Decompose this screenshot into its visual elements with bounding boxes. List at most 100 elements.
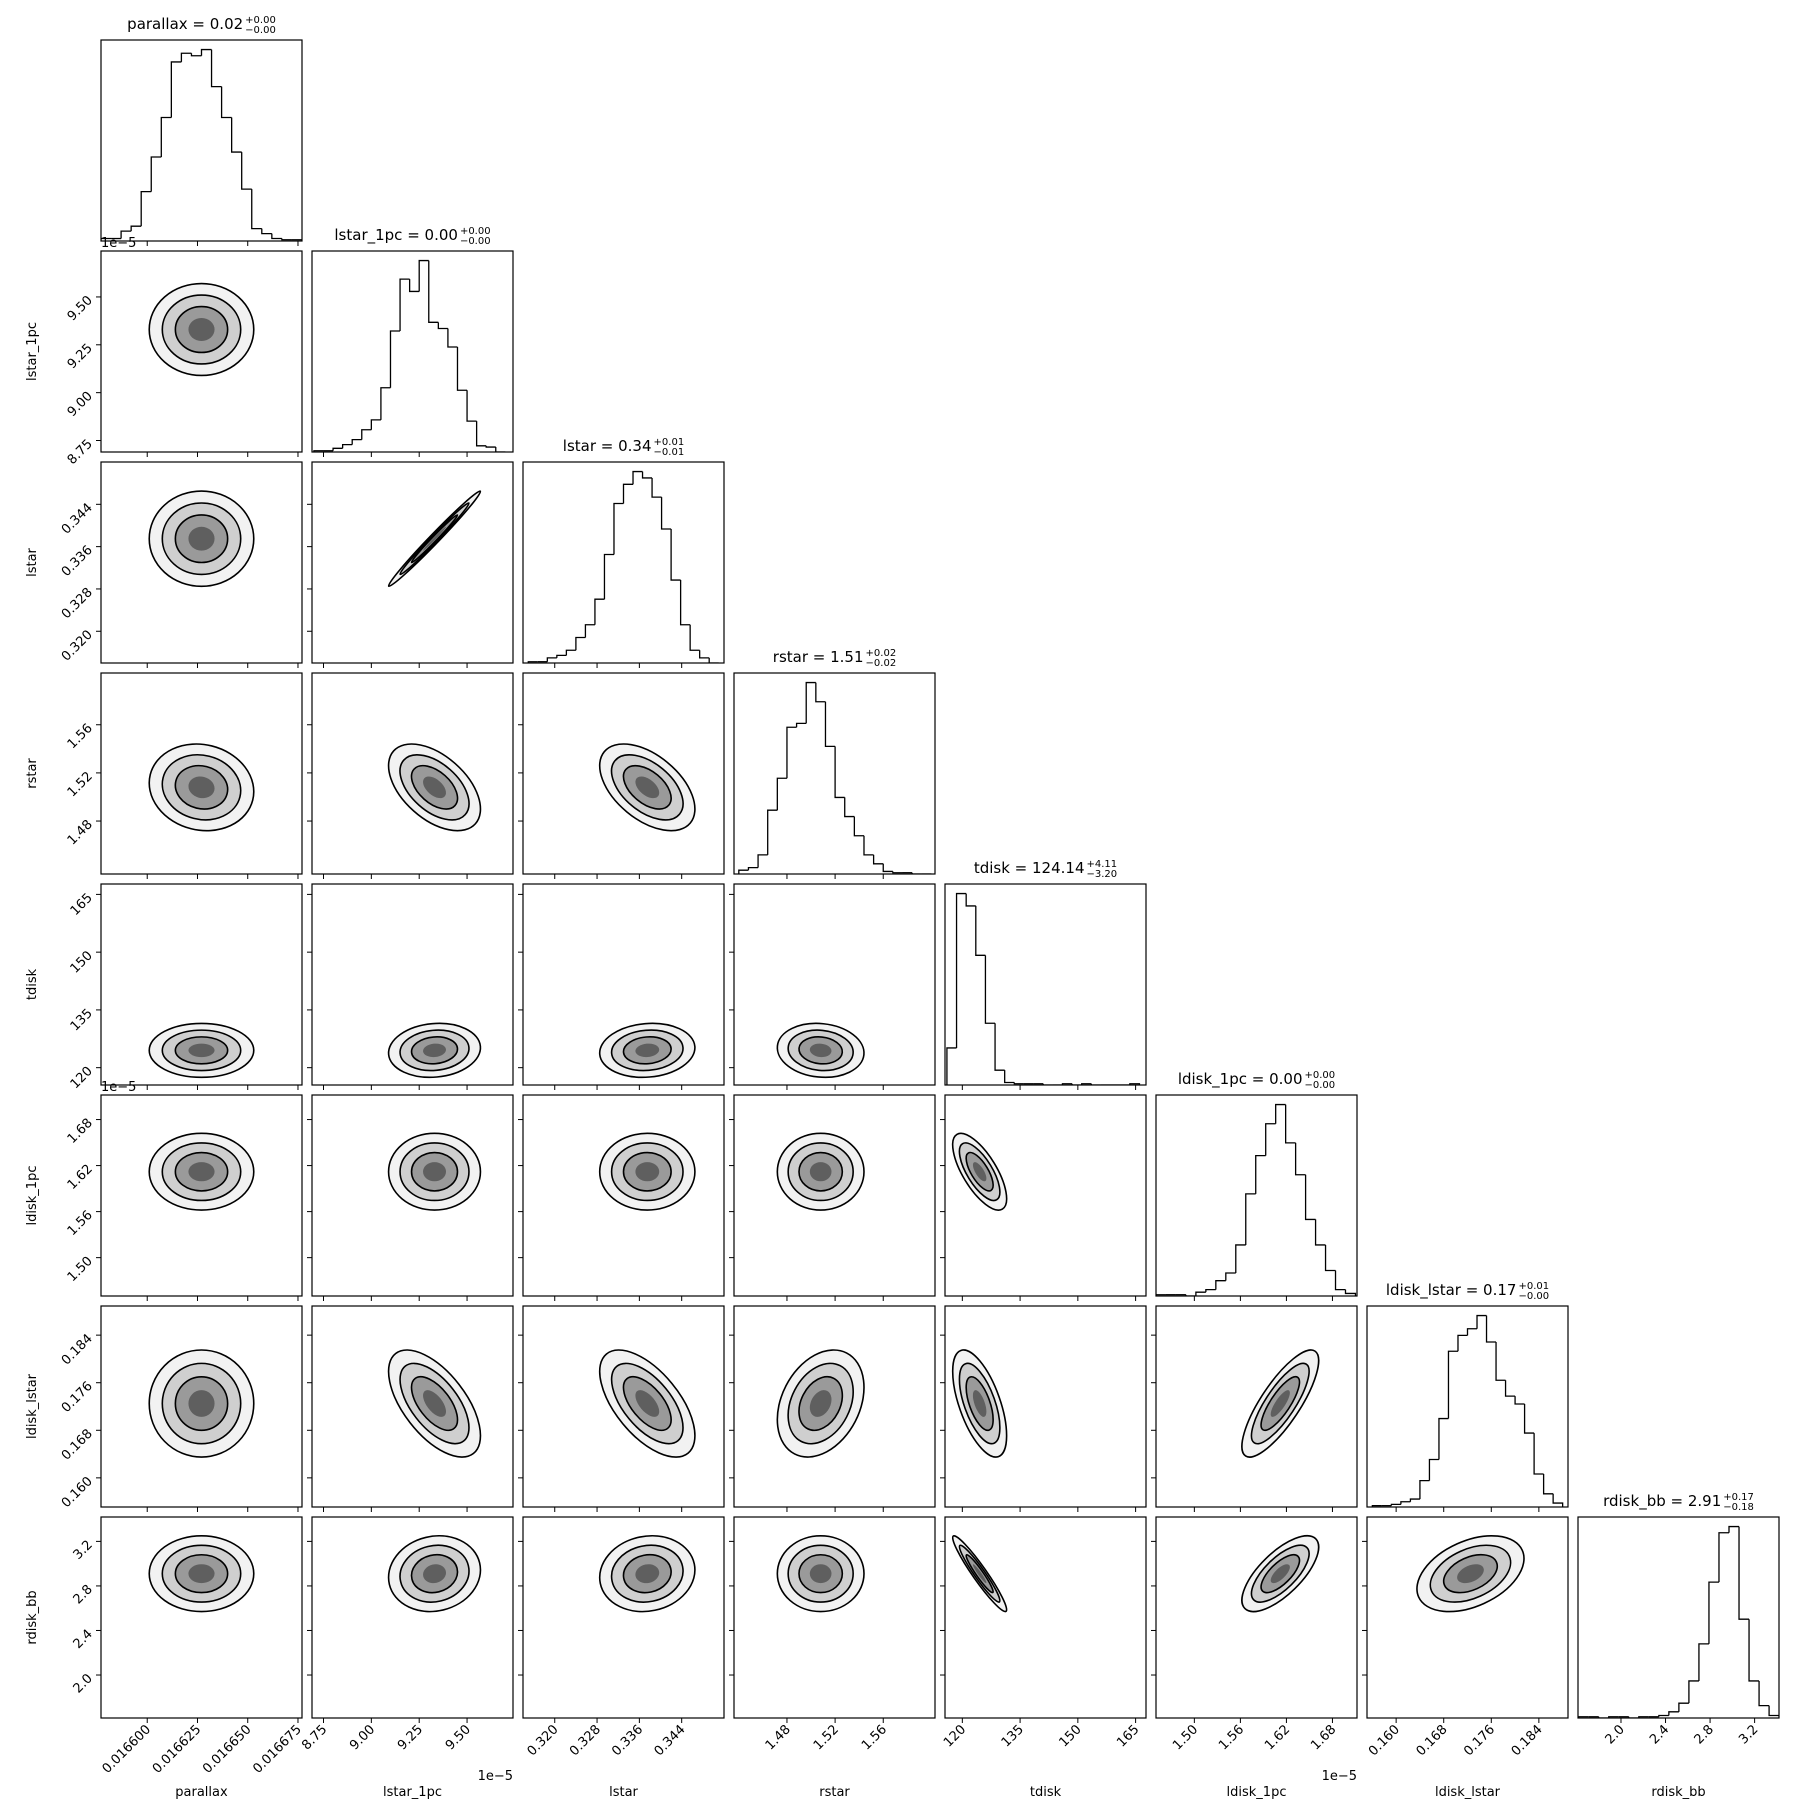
histogram-step bbox=[370, 419, 381, 430]
panel-content bbox=[148, 490, 255, 588]
histogram-step bbox=[603, 553, 614, 600]
panel-content bbox=[148, 282, 255, 377]
histogram-step bbox=[475, 421, 487, 447]
x-axis-label: lstar_1pc bbox=[383, 1785, 442, 1800]
density-contour bbox=[423, 776, 447, 799]
panel-frame bbox=[311, 1516, 514, 1719]
histogram-step bbox=[965, 893, 976, 907]
x-offset-label: 1e−5 bbox=[1322, 1769, 1357, 1784]
title-superscript: +0.00 bbox=[460, 226, 491, 237]
histogram-step bbox=[399, 278, 410, 331]
histogram-step bbox=[261, 228, 272, 235]
density-contour bbox=[188, 1043, 215, 1058]
histogram-step bbox=[1768, 1705, 1779, 1718]
panel-frame bbox=[944, 883, 1147, 1086]
histogram-step bbox=[1304, 1174, 1316, 1221]
histogram-step bbox=[1658, 1714, 1669, 1717]
title-subscript: −0.00 bbox=[1305, 1080, 1336, 1091]
histogram-step bbox=[380, 387, 391, 420]
histogram-step bbox=[795, 722, 807, 728]
histogram-step bbox=[1324, 1244, 1336, 1272]
histogram-step bbox=[418, 259, 429, 292]
histogram-step bbox=[1004, 1070, 1015, 1084]
histogram-step bbox=[1728, 1525, 1740, 1533]
panel-frame bbox=[733, 672, 936, 875]
y-tick-label: 0.320 bbox=[59, 627, 96, 664]
density-contour bbox=[972, 1162, 987, 1182]
panel-content bbox=[101, 48, 302, 241]
density-contour bbox=[1457, 1564, 1484, 1584]
panel-frame bbox=[522, 883, 725, 1086]
histogram-step bbox=[946, 1047, 957, 1085]
histogram-step bbox=[1255, 1154, 1266, 1194]
histogram-step bbox=[130, 225, 142, 232]
histogram-step bbox=[1265, 1123, 1276, 1156]
panel-content bbox=[387, 490, 482, 588]
panel-content bbox=[1578, 1525, 1779, 1718]
histogram-step bbox=[546, 657, 557, 662]
histogram-step bbox=[1504, 1380, 1516, 1397]
panel-title: tdisk = 124.14 bbox=[974, 859, 1085, 877]
panel-frame bbox=[522, 1305, 725, 1508]
panel-content bbox=[1416, 1535, 1525, 1613]
panel-frame bbox=[733, 1094, 936, 1297]
x-tick-label: 1.56 bbox=[859, 1722, 890, 1753]
histogram-step bbox=[613, 502, 624, 555]
histogram-step bbox=[1476, 1314, 1487, 1329]
histogram-step bbox=[251, 189, 262, 230]
y-axis-label: ldisk_lstar bbox=[25, 1373, 40, 1439]
y-axis-label: lstar bbox=[25, 547, 40, 576]
title-subscript: −0.02 bbox=[866, 658, 897, 669]
panel-content bbox=[148, 743, 255, 832]
density-contour bbox=[1270, 1564, 1290, 1584]
x-tick-label: 120 bbox=[941, 1722, 969, 1750]
title-subscript: −0.00 bbox=[1518, 1291, 1549, 1302]
y-tick-label: 1.52 bbox=[65, 769, 96, 800]
y-axis-label: tdisk bbox=[25, 968, 40, 1000]
histogram-step bbox=[1195, 1291, 1206, 1296]
histogram-step bbox=[1678, 1702, 1689, 1712]
x-axis-label: ldisk_1pc bbox=[1227, 1785, 1287, 1800]
panel-content bbox=[598, 743, 696, 832]
y-tick-label: 9.25 bbox=[65, 341, 96, 372]
x-tick-label: 0.344 bbox=[652, 1722, 689, 1759]
panel-title: rdisk_bb = 2.91 bbox=[1603, 1492, 1721, 1511]
y-tick-label: 1.68 bbox=[65, 1116, 96, 1147]
histogram-step bbox=[408, 279, 420, 293]
histogram-step bbox=[1738, 1526, 1750, 1620]
histogram-step bbox=[556, 654, 567, 658]
title-subscript: −0.18 bbox=[1723, 1502, 1754, 1513]
histogram-step bbox=[1598, 1716, 1609, 1718]
title-superscript: +4.11 bbox=[1087, 859, 1118, 870]
histogram-step bbox=[651, 477, 662, 498]
panel-content bbox=[951, 1132, 1008, 1211]
histogram-step bbox=[594, 598, 605, 625]
panel-frame bbox=[733, 1516, 936, 1719]
density-contour bbox=[423, 1162, 446, 1182]
histogram-step bbox=[767, 809, 778, 855]
histogram-step bbox=[447, 328, 458, 348]
title-superscript: +0.01 bbox=[654, 437, 685, 448]
histogram-step bbox=[210, 49, 222, 88]
panel-frame bbox=[100, 39, 303, 242]
histogram-step bbox=[180, 52, 192, 62]
histogram-step bbox=[1285, 1104, 1296, 1144]
panel-content bbox=[946, 892, 1141, 1085]
histogram-step bbox=[1457, 1334, 1468, 1352]
histogram-step bbox=[190, 53, 202, 57]
histogram-step bbox=[200, 48, 212, 56]
density-contour bbox=[809, 1162, 832, 1182]
panel-content bbox=[527, 470, 719, 663]
x-axis-label: tdisk bbox=[1030, 1785, 1062, 1800]
title-superscript: +0.17 bbox=[1723, 1492, 1754, 1503]
x-tick-label: 1.68 bbox=[1308, 1722, 1339, 1753]
histogram-step bbox=[1495, 1341, 1506, 1381]
histogram-step bbox=[1542, 1474, 1554, 1495]
histogram-step bbox=[220, 86, 232, 119]
x-axis-label: rdisk_bb bbox=[1651, 1785, 1705, 1800]
y-tick-label: 120 bbox=[68, 1064, 96, 1092]
histogram-step bbox=[1334, 1270, 1346, 1291]
histogram-step bbox=[1390, 1503, 1401, 1506]
